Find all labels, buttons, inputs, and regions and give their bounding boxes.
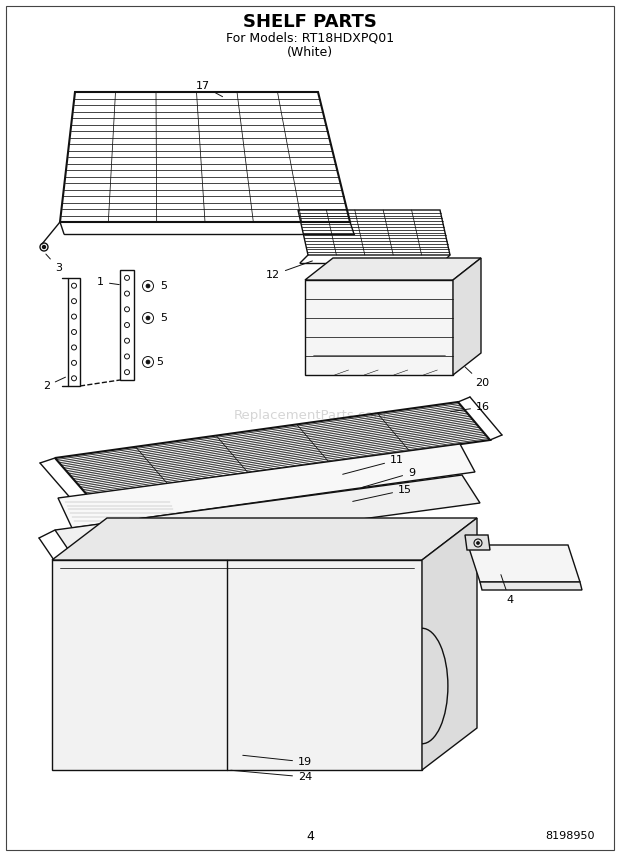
Text: 4: 4: [306, 829, 314, 842]
Polygon shape: [465, 535, 490, 550]
Text: 19: 19: [243, 755, 312, 767]
Text: 5: 5: [160, 313, 167, 323]
Text: 1: 1: [97, 277, 119, 287]
Circle shape: [477, 542, 479, 544]
Circle shape: [146, 316, 150, 320]
Text: 4: 4: [501, 574, 513, 605]
Text: 11: 11: [343, 455, 404, 474]
Text: 12: 12: [266, 261, 312, 280]
Polygon shape: [480, 582, 582, 590]
Polygon shape: [55, 475, 480, 558]
Text: 16: 16: [451, 402, 490, 412]
Text: 9: 9: [363, 468, 415, 487]
Text: 20: 20: [465, 367, 489, 388]
Text: For Models: RT18HDXPQ01: For Models: RT18HDXPQ01: [226, 32, 394, 45]
Polygon shape: [305, 258, 481, 280]
Polygon shape: [453, 258, 481, 375]
Polygon shape: [468, 545, 580, 582]
Text: 5: 5: [160, 281, 167, 291]
Polygon shape: [58, 444, 475, 528]
Text: (White): (White): [287, 45, 333, 58]
Text: 2: 2: [43, 377, 66, 391]
Text: 15: 15: [353, 485, 412, 502]
Text: ReplacementParts.com: ReplacementParts.com: [233, 408, 387, 421]
Polygon shape: [305, 280, 453, 375]
Polygon shape: [52, 518, 477, 560]
Text: 3: 3: [46, 254, 62, 273]
Text: SHELF PARTS: SHELF PARTS: [243, 13, 377, 31]
Text: 17: 17: [196, 81, 223, 97]
Text: 24: 24: [231, 770, 312, 782]
Text: 8198950: 8198950: [546, 831, 595, 841]
Circle shape: [43, 246, 45, 248]
Circle shape: [146, 284, 150, 288]
Polygon shape: [52, 560, 422, 770]
Circle shape: [146, 360, 150, 364]
Text: 5: 5: [156, 357, 163, 367]
Polygon shape: [422, 518, 477, 770]
